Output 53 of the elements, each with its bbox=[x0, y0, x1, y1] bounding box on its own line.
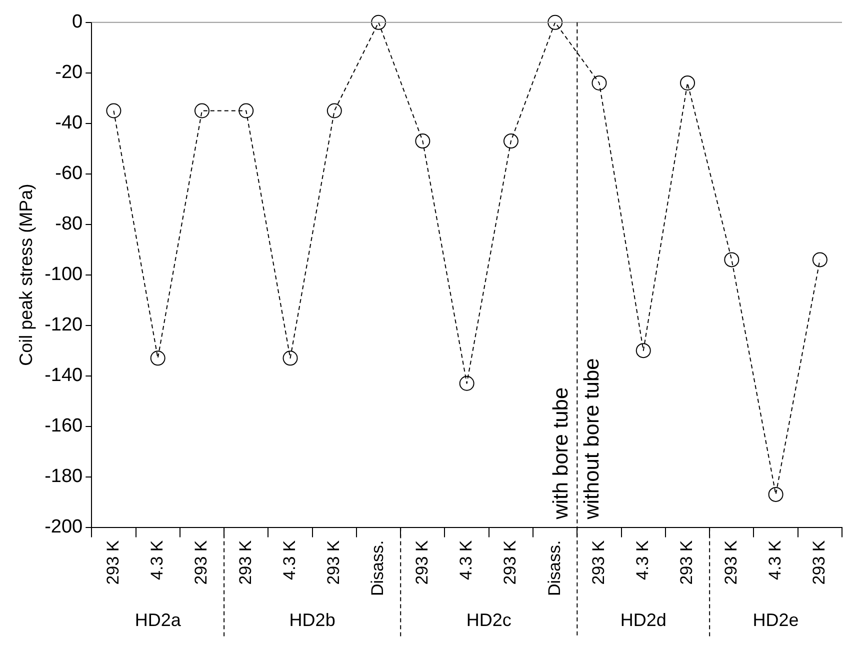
y-axis-title: Coil peak stress (MPa) bbox=[16, 184, 36, 366]
point bbox=[636, 343, 651, 358]
y-tick-label: -140 bbox=[44, 365, 83, 386]
x-tick-label: 4.3 K bbox=[280, 540, 299, 580]
y-tick-label: -160 bbox=[44, 416, 83, 437]
point bbox=[724, 252, 740, 268]
x-tick-label: 4.3 K bbox=[765, 540, 784, 580]
x-tick-label: 293 K bbox=[103, 540, 122, 585]
text: HD2b bbox=[289, 610, 336, 630]
y-tick-label: 0 bbox=[72, 12, 83, 33]
x-tick-label: 293 K bbox=[677, 540, 696, 585]
y-tick-label: -180 bbox=[44, 466, 83, 488]
point bbox=[812, 252, 828, 268]
point bbox=[371, 14, 386, 30]
point bbox=[194, 103, 210, 118]
point bbox=[282, 350, 298, 366]
x-tick-label: 4.3 K bbox=[633, 540, 652, 580]
point bbox=[768, 486, 784, 502]
point bbox=[415, 134, 430, 149]
y-tick-label: -100 bbox=[44, 264, 83, 286]
point bbox=[592, 75, 607, 90]
point bbox=[326, 103, 342, 118]
point bbox=[238, 103, 254, 118]
annotation: with bore tube bbox=[549, 387, 572, 520]
point bbox=[548, 14, 563, 30]
x-tick-label: Disass. bbox=[544, 540, 564, 596]
text: HD2e bbox=[752, 610, 799, 630]
x-tick-label: 293 K bbox=[588, 540, 608, 585]
x-tick-label: 4.3 K bbox=[148, 540, 167, 580]
text: HD2c bbox=[466, 610, 512, 630]
x-tick-label: 293 K bbox=[721, 540, 740, 585]
y-tick-label: -80 bbox=[55, 214, 83, 235]
y-tick-label: -40 bbox=[55, 112, 83, 134]
y-tick-label: -120 bbox=[44, 314, 83, 336]
x-tick-label: 293 K bbox=[236, 540, 255, 585]
x-tick-label: 293 K bbox=[412, 540, 432, 585]
x-tick-label: 293 K bbox=[500, 540, 520, 585]
point bbox=[150, 350, 166, 366]
point bbox=[106, 103, 122, 118]
x-tick-label: Disass. bbox=[368, 540, 388, 596]
x-tick-label: 293 K bbox=[810, 540, 829, 585]
text: HD2a bbox=[134, 610, 182, 630]
point bbox=[459, 376, 474, 391]
y-tick-label: -20 bbox=[55, 62, 83, 84]
annotation: without bore tube bbox=[580, 358, 604, 520]
y-tick-label: -60 bbox=[55, 163, 83, 184]
x-tick-label: 293 K bbox=[192, 540, 211, 585]
point bbox=[680, 75, 696, 90]
x-tick-label: 293 K bbox=[324, 540, 344, 585]
point bbox=[503, 134, 518, 149]
y-tick-label: -200 bbox=[44, 516, 83, 538]
text: HD2d bbox=[620, 610, 666, 630]
x-tick-label: 4.3 K bbox=[456, 540, 476, 580]
